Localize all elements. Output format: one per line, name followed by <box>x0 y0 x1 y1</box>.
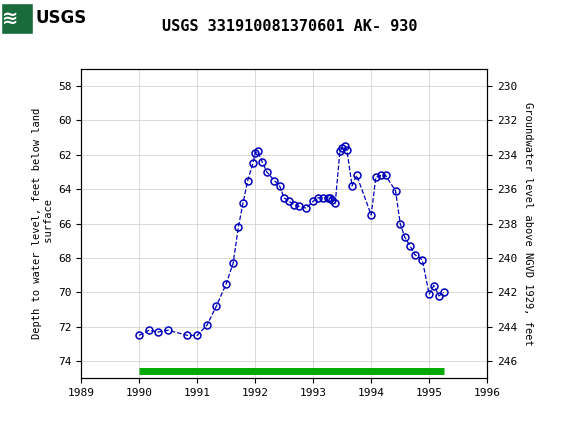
Text: USGS: USGS <box>36 9 87 27</box>
Bar <box>1 3 33 34</box>
Y-axis label: Depth to water level, feet below land
 surface: Depth to water level, feet below land su… <box>32 108 54 339</box>
Text: ≋: ≋ <box>2 9 19 28</box>
Text: USGS 331910081370601 AK- 930: USGS 331910081370601 AK- 930 <box>162 19 418 34</box>
Bar <box>1 3 77 34</box>
Legend: Period of approved data: Period of approved data <box>181 427 387 430</box>
Y-axis label: Groundwater level above NGVD 1929, feet: Groundwater level above NGVD 1929, feet <box>523 102 532 345</box>
